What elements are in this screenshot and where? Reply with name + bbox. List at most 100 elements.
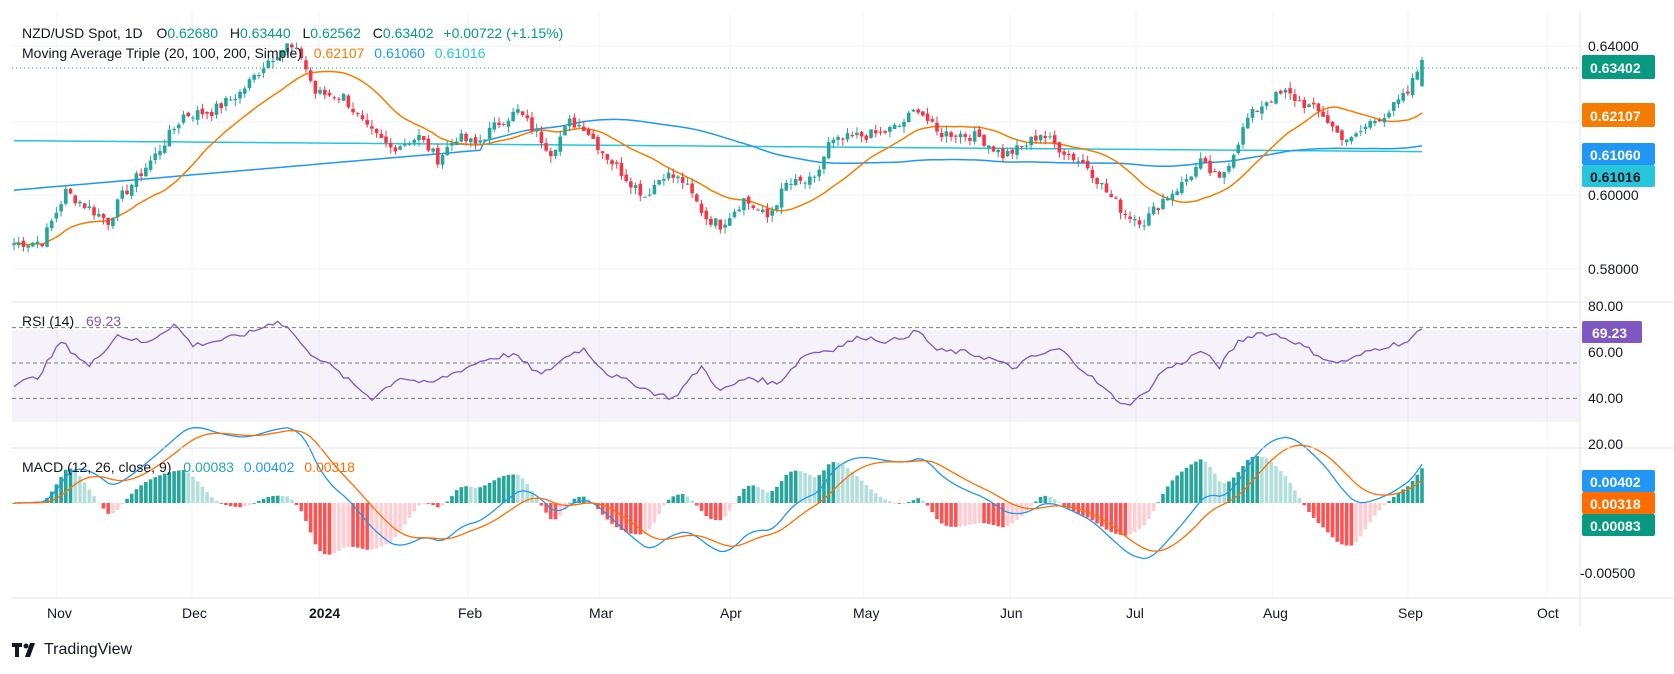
candle[interactable] xyxy=(12,237,16,251)
candle[interactable] xyxy=(177,122,181,134)
candle[interactable] xyxy=(1180,176,1184,196)
candle[interactable] xyxy=(1001,144,1005,162)
candle[interactable] xyxy=(228,95,233,101)
candle[interactable] xyxy=(713,217,718,229)
candle[interactable] xyxy=(1085,155,1090,171)
candle[interactable] xyxy=(1274,90,1278,105)
candle[interactable] xyxy=(501,122,506,127)
candle[interactable] xyxy=(1123,209,1128,220)
candle[interactable] xyxy=(765,203,770,223)
candle[interactable] xyxy=(624,169,628,183)
candle[interactable] xyxy=(487,121,492,145)
candle[interactable] xyxy=(478,134,482,146)
candle[interactable] xyxy=(1264,101,1269,110)
candle[interactable] xyxy=(1227,162,1231,175)
candle[interactable] xyxy=(1269,100,1274,103)
candle[interactable] xyxy=(266,54,271,69)
candle[interactable] xyxy=(421,135,426,143)
candle[interactable] xyxy=(125,184,129,196)
candle[interactable] xyxy=(1396,94,1401,109)
candle[interactable] xyxy=(280,49,285,62)
candle[interactable] xyxy=(525,109,530,122)
candle[interactable] xyxy=(1156,207,1161,215)
candle[interactable] xyxy=(1382,113,1387,128)
candle[interactable] xyxy=(873,124,878,138)
candle[interactable] xyxy=(1335,125,1340,133)
candle[interactable] xyxy=(318,86,322,96)
candle[interactable] xyxy=(1222,171,1227,185)
candle[interactable] xyxy=(822,155,826,175)
candle[interactable] xyxy=(337,96,341,104)
candle[interactable] xyxy=(596,134,600,155)
candle[interactable] xyxy=(299,46,304,61)
candle[interactable] xyxy=(1213,168,1217,173)
candle[interactable] xyxy=(1114,196,1118,200)
candle[interactable] xyxy=(968,134,972,146)
candle[interactable] xyxy=(614,159,619,169)
candle[interactable] xyxy=(1326,109,1330,125)
rsi-line[interactable] xyxy=(13,320,1423,406)
candle[interactable] xyxy=(539,125,544,149)
candle[interactable] xyxy=(864,134,869,144)
candle[interactable] xyxy=(897,123,902,128)
candle[interactable] xyxy=(195,105,200,125)
candle[interactable] xyxy=(1241,122,1245,149)
candle[interactable] xyxy=(1340,129,1344,146)
candle[interactable] xyxy=(167,124,172,147)
candle[interactable] xyxy=(972,126,977,145)
candle[interactable] xyxy=(756,208,760,211)
candle[interactable] xyxy=(388,138,393,154)
candle[interactable] xyxy=(483,139,487,143)
candle[interactable] xyxy=(1203,156,1208,164)
candle[interactable] xyxy=(304,56,308,73)
candle[interactable] xyxy=(351,102,355,116)
candle[interactable] xyxy=(996,148,1000,158)
candle[interactable] xyxy=(120,186,125,202)
candle[interactable] xyxy=(836,135,840,146)
candle[interactable] xyxy=(26,244,30,253)
rsi-axis[interactable]: 80.00 60.00 40.00 20.00 xyxy=(1588,298,1623,452)
candle[interactable] xyxy=(49,218,54,231)
candle[interactable] xyxy=(991,145,996,153)
candle[interactable] xyxy=(718,219,723,234)
candle[interactable] xyxy=(1015,139,1019,160)
candle[interactable] xyxy=(704,207,709,226)
candle[interactable] xyxy=(96,208,101,218)
candle[interactable] xyxy=(275,56,280,61)
candle[interactable] xyxy=(464,132,468,146)
candle[interactable] xyxy=(690,178,694,199)
candle[interactable] xyxy=(921,111,925,117)
candle[interactable] xyxy=(1170,189,1175,206)
candle[interactable] xyxy=(1029,135,1033,150)
candle[interactable] xyxy=(257,72,261,79)
candle[interactable] xyxy=(238,89,242,104)
candle[interactable] xyxy=(963,132,968,142)
candle[interactable] xyxy=(1255,110,1259,113)
candle[interactable] xyxy=(732,208,737,219)
candle[interactable] xyxy=(162,139,167,155)
candle[interactable] xyxy=(563,125,567,136)
candle[interactable] xyxy=(1076,157,1081,168)
candle[interactable] xyxy=(308,67,313,83)
candle[interactable] xyxy=(346,94,351,110)
candle[interactable] xyxy=(1297,95,1302,102)
rsi-pane[interactable] xyxy=(13,320,1423,406)
candle[interactable] xyxy=(1208,155,1212,176)
candle[interactable] xyxy=(134,170,139,193)
candle[interactable] xyxy=(516,104,520,116)
candle[interactable] xyxy=(1278,89,1283,95)
candle[interactable] xyxy=(1067,150,1071,161)
candle[interactable] xyxy=(384,130,388,148)
candle[interactable] xyxy=(760,205,765,214)
ma200-line[interactable] xyxy=(14,139,1422,153)
candle[interactable] xyxy=(403,138,407,147)
candle[interactable] xyxy=(63,186,68,206)
candle[interactable] xyxy=(459,129,464,143)
candle[interactable] xyxy=(31,241,35,248)
candle[interactable] xyxy=(21,237,26,252)
candle[interactable] xyxy=(1034,129,1038,144)
ma100-line[interactable] xyxy=(13,118,1423,191)
candle[interactable] xyxy=(935,116,939,136)
candle[interactable] xyxy=(511,107,515,123)
candle[interactable] xyxy=(1391,101,1396,117)
